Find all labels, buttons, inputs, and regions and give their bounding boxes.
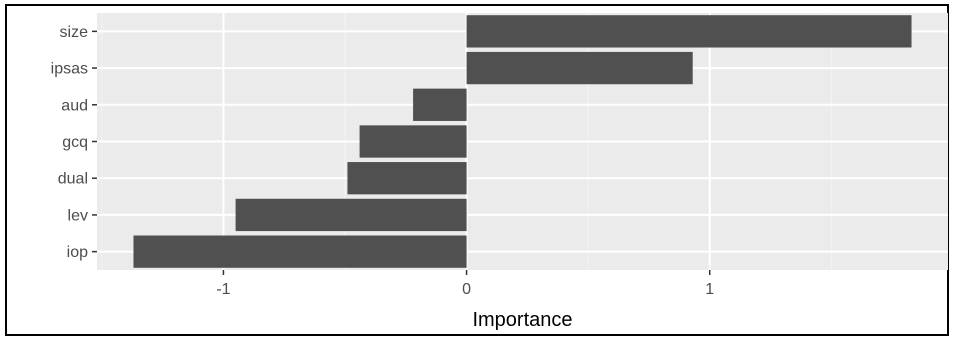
bar-size <box>466 15 912 48</box>
bar-iop <box>133 235 467 268</box>
bar-dual <box>347 162 467 195</box>
bar-lev <box>235 198 467 232</box>
x-tick-label: 1 <box>705 281 714 298</box>
x-tick-label: 0 <box>462 281 471 298</box>
x-axis: -1 0 1 <box>216 270 714 298</box>
y-tick-label: aud <box>61 97 88 114</box>
bars <box>133 15 912 268</box>
bar-aud <box>413 88 467 121</box>
y-tick-label: size <box>60 24 89 41</box>
y-tick-label: ipsas <box>51 61 88 78</box>
x-tick-label: -1 <box>216 281 230 298</box>
y-tick-label: lev <box>68 207 88 224</box>
y-tick-label: iop <box>67 244 88 261</box>
bar-gcq <box>359 125 467 158</box>
y-axis: size ipsas aud gcq dual lev iop <box>51 24 97 261</box>
y-tick-label: dual <box>58 171 88 188</box>
bar-ipsas <box>466 51 693 85</box>
y-tick-label: gcq <box>62 134 88 151</box>
x-axis-title: Importance <box>472 309 572 331</box>
